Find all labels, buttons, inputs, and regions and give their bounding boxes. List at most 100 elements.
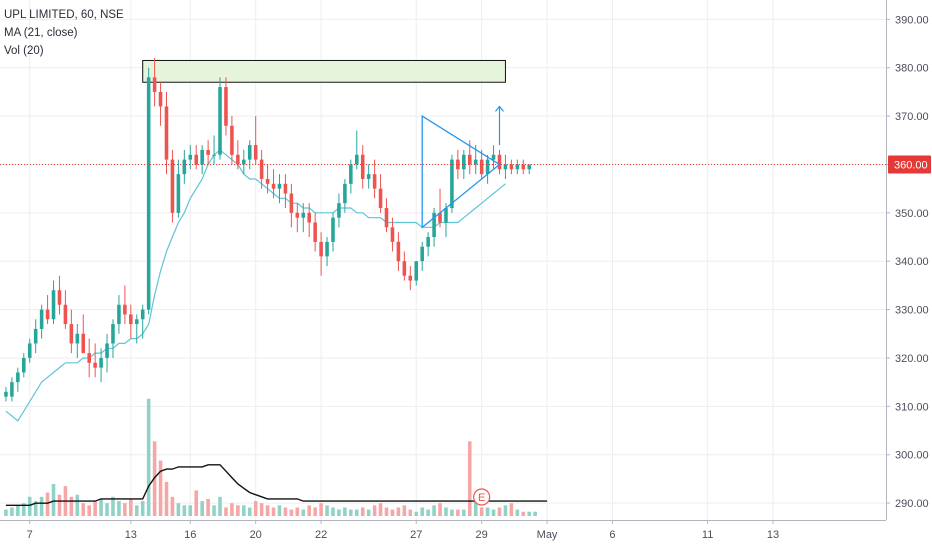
candle-body	[4, 391, 8, 397]
volume-bar	[473, 501, 478, 516]
candle-body	[426, 237, 430, 247]
candle-body	[271, 183, 276, 189]
current-price-badge	[888, 155, 931, 174]
volume-bar	[117, 501, 121, 516]
volume-bar	[378, 503, 383, 516]
volume-bar	[337, 509, 341, 516]
price-tick-label: 370.00	[895, 111, 929, 123]
earnings-marker-circle[interactable]	[473, 488, 491, 506]
legend-ma[interactable]: MA (21, close)	[4, 27, 78, 39]
earnings-marker-label: E	[478, 492, 485, 504]
candle-body	[99, 357, 103, 368]
volume-bar	[533, 511, 537, 516]
volume-bar	[158, 460, 163, 516]
candle-body	[158, 91, 163, 107]
price-tick-label: 300.00	[895, 450, 929, 462]
volume-bar	[259, 503, 264, 516]
candle-body	[503, 164, 508, 170]
time-tick-label: 11	[702, 529, 713, 541]
volume-bar	[200, 501, 204, 516]
candle-body	[129, 314, 133, 325]
volume-bar	[331, 507, 335, 516]
candle-body	[236, 154, 240, 165]
price-tick-label: 290.00	[895, 498, 929, 510]
candle-body	[247, 145, 252, 160]
candle-body	[378, 188, 383, 208]
volume-bar	[129, 498, 133, 516]
volume-bar	[22, 503, 26, 516]
candle-body	[123, 304, 127, 315]
price-tick-label: 340.00	[895, 256, 929, 268]
candle-body	[87, 353, 91, 363]
volume-bar	[390, 509, 395, 516]
candle-body	[289, 193, 294, 213]
candle-body	[515, 164, 520, 170]
volume-bar	[134, 505, 139, 516]
candle-body	[473, 159, 478, 165]
legend-volume[interactable]: Vol (20)	[4, 45, 44, 57]
candle-body	[366, 174, 371, 179]
time-tick-label: 6	[609, 529, 615, 541]
candle-body	[259, 159, 264, 179]
volume-bar	[402, 505, 407, 516]
candle-body	[75, 333, 80, 344]
candle-body	[194, 154, 199, 165]
volume-bar	[236, 505, 240, 516]
volume-bar	[170, 496, 175, 516]
candle-body	[105, 343, 109, 358]
candle-body	[188, 154, 193, 160]
volume-bar	[81, 503, 86, 516]
volume-bar	[33, 501, 38, 516]
volume-bar	[462, 509, 466, 516]
candle-body	[390, 227, 395, 242]
volume-bar	[456, 509, 460, 516]
volume-bar	[277, 505, 282, 516]
triangle-pattern[interactable]	[421, 114, 501, 229]
candle-body	[414, 261, 419, 281]
legend-symbol[interactable]: UPL LIMITED, 60, NSE	[4, 9, 124, 21]
candle-body	[325, 241, 329, 257]
volume-bar	[10, 507, 14, 516]
time-tick-label: 13	[767, 529, 779, 541]
candle-body	[265, 178, 270, 184]
volume-bar	[307, 505, 311, 516]
volume-bar	[212, 505, 216, 516]
volume-bar	[105, 503, 109, 516]
candle-body	[51, 290, 56, 320]
resistance-zone[interactable]	[142, 59, 506, 83]
volume-bar	[224, 507, 228, 516]
volume-bar	[218, 496, 222, 516]
volume-bar	[515, 509, 520, 516]
volume-bar	[349, 509, 353, 516]
time-tick-label: 29	[476, 529, 488, 541]
volume-bar	[111, 496, 115, 516]
candle-body	[509, 164, 514, 170]
candle-body	[450, 159, 454, 208]
candle-body	[22, 357, 26, 373]
candle-body	[45, 309, 50, 320]
volume-bar	[87, 505, 91, 516]
candle-body	[164, 106, 169, 160]
volume-bar	[247, 507, 252, 516]
candle-body	[349, 164, 353, 184]
candle-body	[10, 382, 14, 397]
candle-body	[295, 212, 300, 218]
volume-bar	[396, 507, 401, 516]
time-tick-label: 22	[315, 529, 327, 541]
candle-body	[117, 304, 121, 325]
time-tick-label: May	[537, 529, 558, 541]
time-tick-label: 27	[410, 529, 422, 541]
volume-bar	[140, 501, 145, 516]
candle-body	[39, 309, 44, 329]
volume-bar	[271, 507, 276, 516]
volume-bar	[426, 509, 430, 516]
breakout-arrow-head[interactable]	[495, 105, 504, 112]
volume-bar	[16, 505, 20, 516]
candle-body	[111, 324, 115, 344]
candle-body	[57, 290, 62, 305]
volume-bar	[253, 501, 258, 516]
volume-bar	[366, 509, 371, 516]
candle-body	[402, 261, 407, 276]
